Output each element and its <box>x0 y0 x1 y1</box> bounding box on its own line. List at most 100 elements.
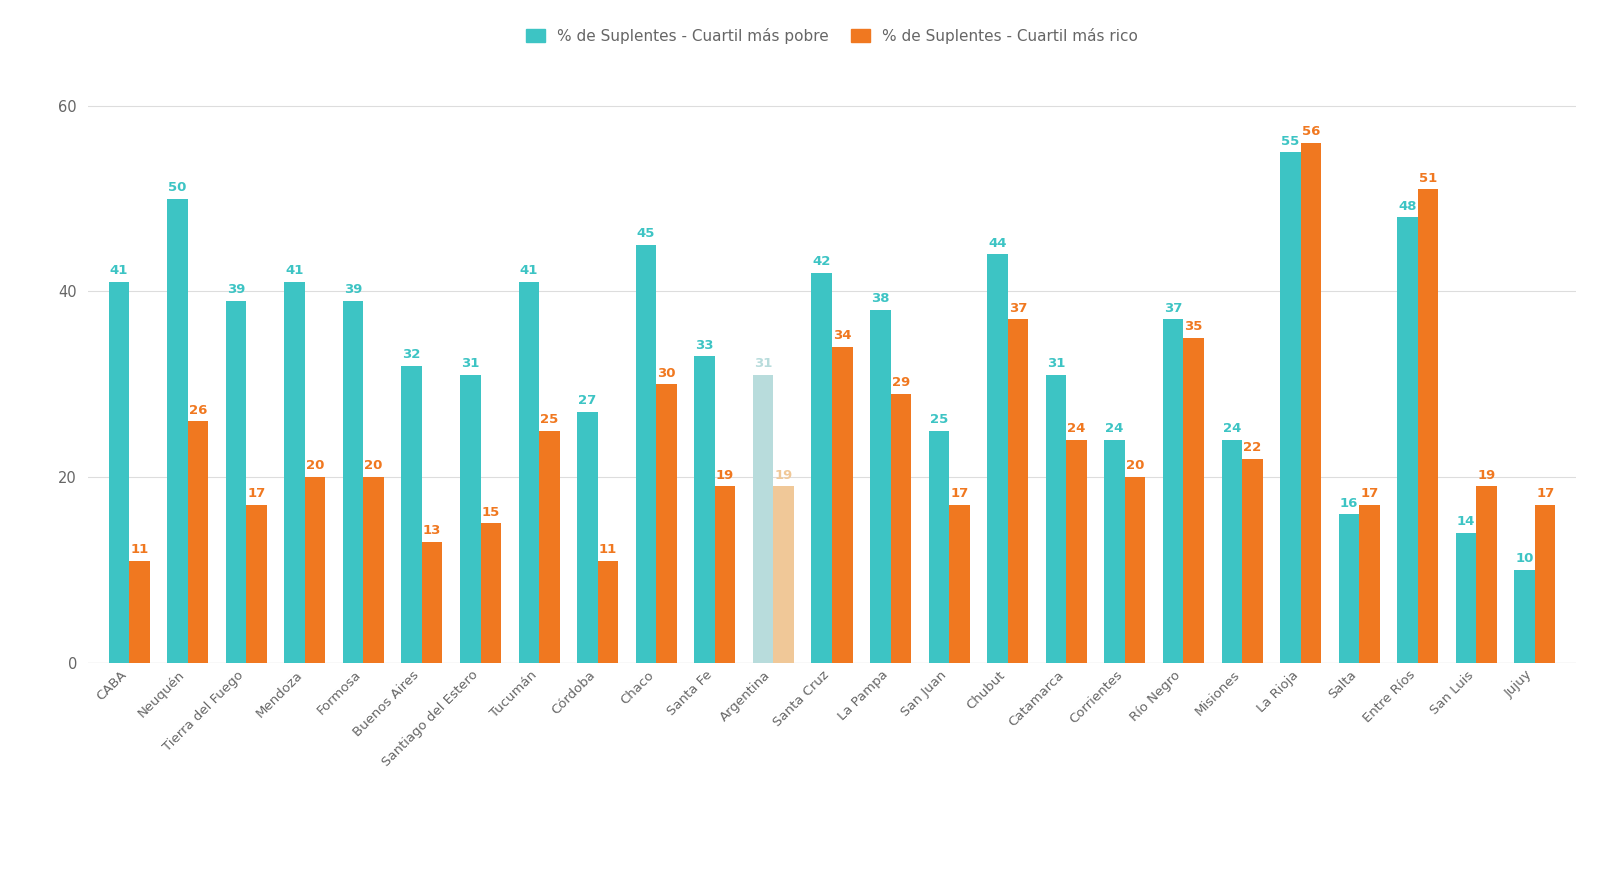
Bar <box>461 375 480 663</box>
Bar <box>422 542 443 663</box>
Text: 29: 29 <box>891 376 910 389</box>
Bar <box>715 487 736 663</box>
Text: 17: 17 <box>248 487 266 501</box>
Bar <box>578 412 598 663</box>
Bar <box>773 487 794 663</box>
Bar <box>363 477 384 663</box>
Bar <box>1125 477 1146 663</box>
Bar <box>1221 440 1242 663</box>
Text: 19: 19 <box>1477 469 1496 481</box>
Bar <box>1397 217 1418 663</box>
Text: 42: 42 <box>813 255 830 269</box>
Bar <box>870 310 891 663</box>
Bar <box>1066 440 1086 663</box>
Text: 31: 31 <box>754 358 773 371</box>
Bar <box>130 561 149 663</box>
Bar <box>187 421 208 663</box>
Bar <box>694 357 715 663</box>
Bar <box>1418 189 1438 663</box>
Bar <box>304 477 325 663</box>
Text: 25: 25 <box>930 413 949 426</box>
Bar <box>1339 514 1360 663</box>
Text: 10: 10 <box>1515 552 1534 565</box>
Text: 24: 24 <box>1222 422 1242 435</box>
Bar <box>480 523 501 663</box>
Text: 44: 44 <box>989 236 1006 249</box>
Text: 51: 51 <box>1419 172 1437 185</box>
Bar <box>1301 143 1322 663</box>
Text: 19: 19 <box>774 469 792 481</box>
Text: 55: 55 <box>1282 134 1299 147</box>
Text: 26: 26 <box>189 404 206 417</box>
Bar <box>754 375 773 663</box>
Bar <box>1515 570 1534 663</box>
Text: 33: 33 <box>696 338 714 351</box>
Bar <box>166 199 187 663</box>
Text: 37: 37 <box>1010 302 1027 315</box>
Text: 37: 37 <box>1165 302 1182 315</box>
Text: 19: 19 <box>715 469 734 481</box>
Text: 20: 20 <box>365 460 382 473</box>
Text: 56: 56 <box>1302 126 1320 139</box>
Text: 24: 24 <box>1067 422 1086 435</box>
Bar <box>987 255 1008 663</box>
Bar <box>891 393 910 663</box>
Text: 45: 45 <box>637 228 654 241</box>
Bar <box>109 283 130 663</box>
Text: 48: 48 <box>1398 200 1418 213</box>
Bar <box>1008 319 1029 663</box>
Text: 15: 15 <box>482 506 499 519</box>
Text: 25: 25 <box>541 413 558 426</box>
Text: 30: 30 <box>658 366 675 379</box>
Bar <box>1360 505 1379 663</box>
Text: 13: 13 <box>422 524 442 537</box>
Bar <box>226 301 246 663</box>
Bar <box>1280 153 1301 663</box>
Bar <box>832 347 853 663</box>
Text: 11: 11 <box>130 543 149 556</box>
Bar <box>402 365 422 663</box>
Bar <box>1046 375 1066 663</box>
Bar <box>635 245 656 663</box>
Text: 24: 24 <box>1106 422 1123 435</box>
Bar <box>1456 533 1477 663</box>
Bar <box>539 431 560 663</box>
Bar <box>928 431 949 663</box>
Text: 17: 17 <box>1536 487 1554 501</box>
Text: 20: 20 <box>1126 460 1144 473</box>
Bar <box>1242 459 1262 663</box>
Text: 22: 22 <box>1243 441 1261 453</box>
Text: 35: 35 <box>1184 320 1203 333</box>
Text: 39: 39 <box>344 283 362 296</box>
Text: 27: 27 <box>578 394 597 407</box>
Bar <box>1163 319 1184 663</box>
Text: 38: 38 <box>870 292 890 305</box>
Text: 41: 41 <box>520 264 538 277</box>
Text: 14: 14 <box>1458 515 1475 528</box>
Text: 34: 34 <box>834 330 851 343</box>
Bar <box>949 505 970 663</box>
Text: 41: 41 <box>285 264 304 277</box>
Bar <box>1184 337 1205 663</box>
Text: 50: 50 <box>168 181 187 194</box>
Text: 16: 16 <box>1339 496 1358 509</box>
Bar <box>518 283 539 663</box>
Text: 39: 39 <box>227 283 245 296</box>
Text: 31: 31 <box>461 358 480 371</box>
Bar <box>1477 487 1498 663</box>
Text: 32: 32 <box>403 348 421 361</box>
Bar <box>1534 505 1555 663</box>
Text: 17: 17 <box>1360 487 1379 501</box>
Bar <box>285 283 304 663</box>
Bar <box>246 505 267 663</box>
Bar <box>598 561 618 663</box>
Text: 31: 31 <box>1046 358 1066 371</box>
Bar <box>656 385 677 663</box>
Bar <box>811 273 832 663</box>
Bar <box>342 301 363 663</box>
Text: 11: 11 <box>598 543 618 556</box>
Text: 41: 41 <box>109 264 128 277</box>
Text: 17: 17 <box>950 487 968 501</box>
Bar <box>1104 440 1125 663</box>
Text: 20: 20 <box>306 460 325 473</box>
